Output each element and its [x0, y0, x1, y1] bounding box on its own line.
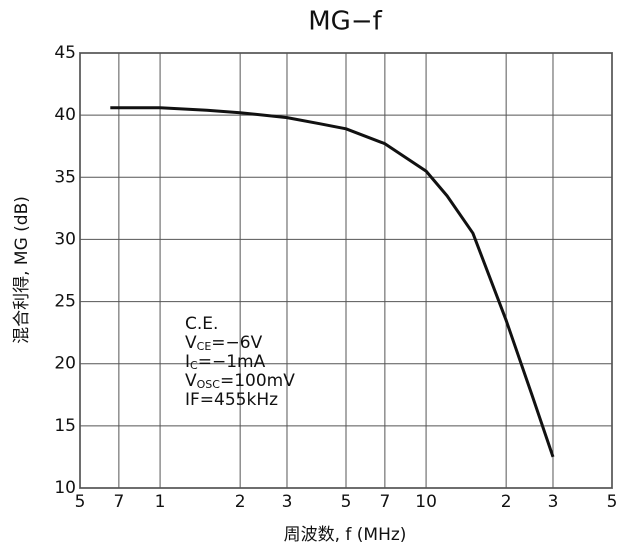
y-tick-label: 40: [54, 105, 76, 125]
annotation-text: I: [185, 352, 190, 372]
annotation-text: V: [185, 371, 197, 391]
annotation-text: =100mV: [220, 371, 295, 391]
x-tick-label: 7: [379, 492, 390, 512]
annotation-line: VCE=−6V: [185, 333, 263, 353]
x-tick-label: 7: [113, 492, 124, 512]
x-tick-label: 2: [501, 492, 512, 512]
x-tick-label: 1: [155, 492, 166, 512]
y-tick-label: 35: [54, 167, 76, 187]
x-tick-label: 10: [415, 492, 437, 512]
x-tick-label: 2: [235, 492, 246, 512]
y-tick-label: 45: [54, 43, 76, 63]
x-tick-label: 5: [75, 492, 86, 512]
annotation-line: VOSC=100mV: [185, 371, 295, 391]
chart-title: MG−f: [308, 7, 382, 37]
annotation-subscript: C: [190, 359, 198, 372]
annotation-line: IF=455kHz: [185, 390, 278, 410]
y-tick-label: 30: [54, 229, 76, 249]
annotation-text: IF=455kHz: [185, 390, 278, 410]
annotation-text: =−6V: [211, 333, 262, 353]
x-tick-label: 3: [282, 492, 293, 512]
x-tick-label: 3: [548, 492, 559, 512]
annotation-subscript: OSC: [197, 378, 221, 391]
y-axis-label: 混合利得, MG (dB): [12, 196, 32, 344]
x-tick-label: 5: [607, 492, 618, 512]
y-tick-label: 25: [54, 292, 76, 312]
annotation-text: V: [185, 333, 197, 353]
y-tick-label: 10: [54, 478, 76, 498]
x-axis-label: 周波数, f (MHz): [284, 525, 407, 545]
annotation-subscript: CE: [197, 340, 212, 353]
annotation-text: C.E.: [185, 314, 218, 334]
annotation-line: IC=−1mA: [185, 352, 266, 372]
y-tick-label: 15: [54, 416, 76, 436]
annotation-text: =−1mA: [198, 352, 266, 372]
y-tick-label: 20: [54, 354, 76, 374]
data-line: [110, 106, 555, 458]
x-tick-label: 5: [341, 492, 352, 512]
annotation-line: C.E.: [185, 314, 218, 334]
